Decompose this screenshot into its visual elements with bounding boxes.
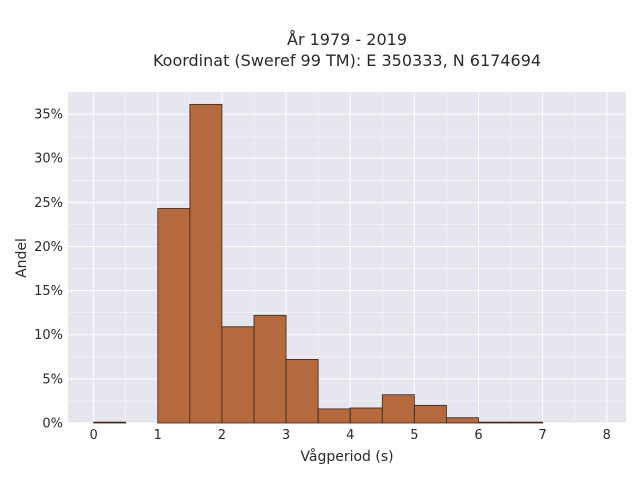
y-tick-label: 10% [34, 328, 63, 343]
y-tick-label: 30% [34, 152, 63, 167]
bar-0 [93, 421, 127, 424]
bar-2 [157, 208, 191, 424]
bars [93, 103, 544, 424]
x-axis-label: Vågperiod (s) [300, 448, 393, 465]
y-tick-label: 35% [34, 108, 63, 123]
chart-title-line1: År 1979 - 2019 [287, 30, 407, 49]
y-tick-label: 25% [34, 196, 63, 211]
x-tick-label: 8 [603, 428, 611, 443]
y-axis-ticks: 0% 5% 10% 15% 20% 25% 30% 35% [34, 108, 63, 432]
x-tick-label: 0 [90, 428, 98, 443]
bar-5 [253, 314, 287, 424]
x-tick-label: 7 [538, 428, 546, 443]
x-tick-label: 2 [218, 428, 226, 443]
bar-12 [478, 421, 511, 424]
bar-9 [381, 394, 415, 424]
x-tick-label: 4 [346, 428, 354, 443]
y-tick-label: 15% [34, 284, 63, 299]
y-axis-label: Andel [14, 238, 30, 278]
x-tick-label: 6 [474, 428, 482, 443]
x-tick-label: 3 [282, 428, 290, 443]
bar-6 [285, 359, 319, 424]
bar-3 [189, 103, 223, 424]
x-tick-label: 1 [154, 428, 162, 443]
y-tick-label: 5% [42, 372, 63, 387]
x-axis-ticks: 0 1 2 3 4 5 6 7 8 [90, 428, 611, 443]
bar-13 [510, 421, 544, 424]
bar-4 [221, 326, 255, 424]
bar-10 [413, 404, 447, 424]
grid-lines [68, 91, 626, 424]
bar-8 [349, 407, 383, 424]
y-tick-label: 20% [34, 240, 63, 255]
bar-7 [317, 408, 351, 424]
chart-title-line2: Koordinat (Sweref 99 TM): E 350333, N 61… [153, 51, 541, 70]
bar-11 [446, 417, 479, 424]
y-tick-label: 0% [42, 417, 63, 432]
x-tick-label: 5 [410, 428, 418, 443]
